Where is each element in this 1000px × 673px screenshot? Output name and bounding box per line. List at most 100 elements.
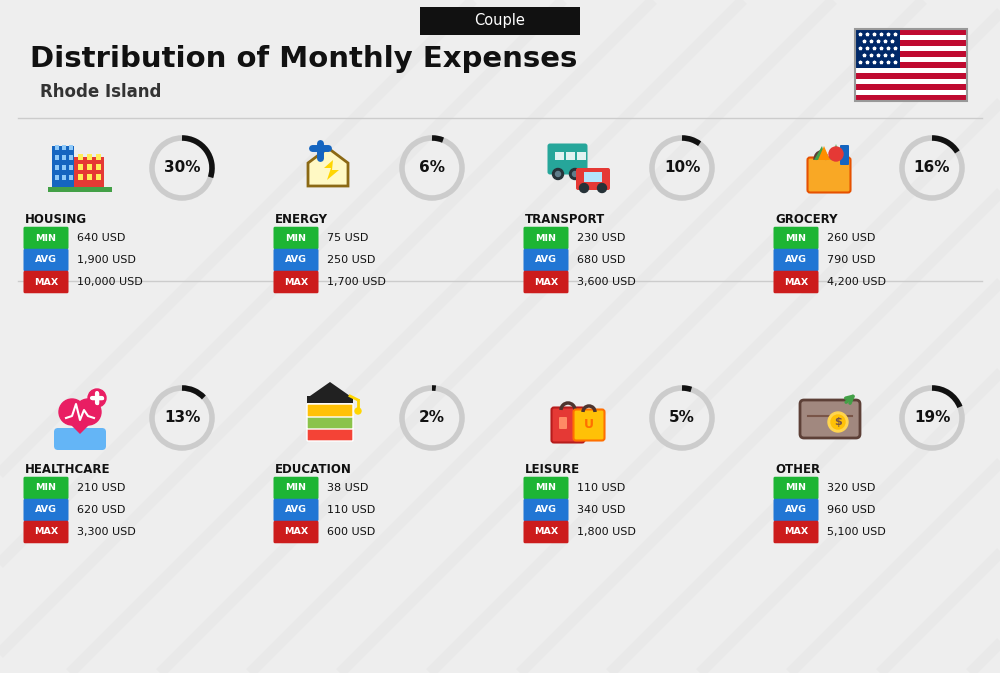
Text: MAX: MAX (534, 528, 558, 536)
FancyBboxPatch shape (62, 165, 66, 170)
Text: AVG: AVG (35, 505, 57, 514)
FancyBboxPatch shape (524, 249, 568, 271)
Text: GROCERY: GROCERY (775, 213, 838, 226)
FancyBboxPatch shape (62, 155, 66, 160)
FancyBboxPatch shape (840, 145, 849, 165)
FancyBboxPatch shape (96, 164, 101, 170)
FancyBboxPatch shape (548, 143, 588, 174)
Text: HOUSING: HOUSING (25, 213, 87, 226)
FancyBboxPatch shape (69, 175, 73, 180)
Text: TRANSPORT: TRANSPORT (525, 213, 605, 226)
FancyBboxPatch shape (78, 164, 83, 170)
FancyBboxPatch shape (524, 271, 568, 293)
FancyBboxPatch shape (54, 428, 106, 450)
FancyBboxPatch shape (774, 499, 818, 522)
Text: MAX: MAX (34, 528, 58, 536)
FancyBboxPatch shape (24, 227, 68, 249)
FancyBboxPatch shape (274, 521, 318, 543)
Text: 5%: 5% (669, 411, 695, 425)
FancyBboxPatch shape (559, 417, 567, 429)
Text: 6%: 6% (419, 160, 445, 176)
FancyBboxPatch shape (87, 174, 92, 180)
Text: MIN: MIN (786, 234, 807, 242)
Text: OTHER: OTHER (775, 463, 820, 476)
FancyBboxPatch shape (24, 476, 68, 499)
Text: AVG: AVG (535, 256, 557, 264)
Text: 340 USD: 340 USD (577, 505, 625, 515)
FancyBboxPatch shape (24, 249, 68, 271)
FancyBboxPatch shape (584, 172, 602, 182)
Text: 16%: 16% (914, 160, 950, 176)
Text: AVG: AVG (285, 505, 307, 514)
FancyBboxPatch shape (576, 168, 610, 190)
Circle shape (580, 184, 588, 192)
Text: MIN: MIN (536, 234, 556, 242)
FancyBboxPatch shape (855, 40, 967, 46)
Text: 250 USD: 250 USD (327, 255, 375, 265)
FancyBboxPatch shape (552, 407, 584, 443)
Text: MAX: MAX (784, 528, 808, 536)
FancyBboxPatch shape (69, 165, 73, 170)
FancyBboxPatch shape (524, 227, 568, 249)
FancyBboxPatch shape (55, 155, 59, 160)
Text: 110 USD: 110 USD (327, 505, 375, 515)
FancyBboxPatch shape (55, 175, 59, 180)
FancyBboxPatch shape (774, 227, 818, 249)
FancyBboxPatch shape (274, 499, 318, 522)
Text: AVG: AVG (785, 505, 807, 514)
FancyBboxPatch shape (420, 7, 580, 35)
Text: 13%: 13% (164, 411, 200, 425)
Text: MIN: MIN (286, 234, 306, 242)
Text: MAX: MAX (784, 277, 808, 287)
Text: 1,700 USD: 1,700 USD (327, 277, 386, 287)
FancyBboxPatch shape (24, 521, 68, 543)
Text: AVG: AVG (285, 256, 307, 264)
Text: Couple: Couple (475, 13, 525, 28)
Text: 2%: 2% (419, 411, 445, 425)
FancyBboxPatch shape (24, 499, 68, 522)
Text: 960 USD: 960 USD (827, 505, 875, 515)
Text: 38 USD: 38 USD (327, 483, 368, 493)
FancyBboxPatch shape (274, 271, 318, 293)
Text: AVG: AVG (35, 256, 57, 264)
Circle shape (572, 172, 578, 176)
Text: 3,300 USD: 3,300 USD (77, 527, 136, 537)
Text: U: U (584, 417, 594, 431)
FancyBboxPatch shape (24, 271, 68, 293)
Text: 210 USD: 210 USD (77, 483, 125, 493)
Text: 10%: 10% (664, 160, 700, 176)
Text: EDUCATION: EDUCATION (275, 463, 352, 476)
Text: MIN: MIN (36, 483, 56, 493)
FancyBboxPatch shape (855, 79, 967, 84)
Polygon shape (324, 160, 339, 180)
Circle shape (556, 172, 560, 176)
FancyBboxPatch shape (307, 428, 353, 441)
Text: MAX: MAX (284, 277, 308, 287)
FancyBboxPatch shape (855, 29, 900, 68)
FancyBboxPatch shape (774, 271, 818, 293)
Text: LEISURE: LEISURE (525, 463, 580, 476)
Text: MIN: MIN (786, 483, 807, 493)
Text: 790 USD: 790 USD (827, 255, 876, 265)
FancyBboxPatch shape (808, 157, 851, 192)
FancyBboxPatch shape (55, 165, 59, 170)
Text: 600 USD: 600 USD (327, 527, 375, 537)
FancyBboxPatch shape (554, 151, 564, 160)
FancyBboxPatch shape (307, 416, 353, 429)
FancyBboxPatch shape (855, 62, 967, 68)
FancyBboxPatch shape (62, 145, 66, 150)
FancyBboxPatch shape (855, 68, 967, 73)
FancyBboxPatch shape (69, 155, 73, 160)
Text: 10,000 USD: 10,000 USD (77, 277, 143, 287)
Text: 5,100 USD: 5,100 USD (827, 527, 886, 537)
FancyBboxPatch shape (774, 521, 818, 543)
Circle shape (59, 399, 85, 425)
FancyBboxPatch shape (855, 29, 967, 34)
FancyBboxPatch shape (574, 409, 604, 441)
Text: 640 USD: 640 USD (77, 233, 125, 243)
Polygon shape (814, 146, 826, 160)
Polygon shape (818, 146, 830, 160)
FancyBboxPatch shape (87, 164, 92, 170)
FancyBboxPatch shape (87, 154, 92, 160)
Text: 230 USD: 230 USD (577, 233, 625, 243)
